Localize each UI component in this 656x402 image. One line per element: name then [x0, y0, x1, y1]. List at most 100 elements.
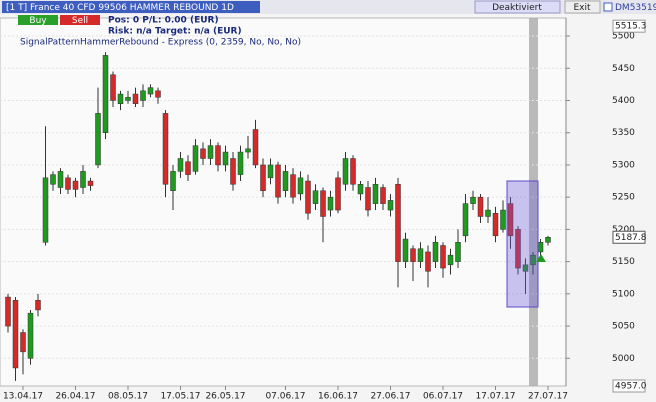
candle-body [380, 187, 386, 204]
x-tick-label: 26.05.17 [205, 392, 245, 402]
exit-label: Exit [573, 3, 591, 13]
x-tick-label: 06.07.17 [423, 392, 463, 402]
y-tick-label: 5450 [612, 64, 635, 74]
candle-body [27, 312, 34, 359]
candle-body [80, 171, 86, 188]
y-tick-label: 5500 [612, 32, 635, 42]
range-label-box [612, 379, 646, 393]
pattern-box [506, 180, 539, 308]
x-tick-label: 27.06.17 [370, 392, 410, 402]
candle-body [125, 97, 131, 101]
sell-label: Sell [72, 16, 88, 26]
x-tick-label: 17.05.17 [160, 392, 200, 402]
candle-body [372, 184, 379, 204]
x-tick-label: 08.05.17 [108, 392, 148, 402]
candle-body [530, 254, 536, 266]
candle-body [155, 90, 161, 98]
candle-body [455, 242, 461, 262]
exit-button[interactable] [564, 0, 601, 14]
candle-body [312, 190, 319, 204]
candle-body [95, 113, 101, 166]
candle-body [200, 148, 206, 159]
candle-body [147, 87, 154, 95]
candle-body [215, 145, 221, 166]
x-tick-label: 17.07.17 [475, 392, 515, 402]
candle-body [492, 213, 499, 237]
y-tick-label: 5100 [612, 289, 635, 299]
candle-body [42, 177, 49, 243]
account: DM535199 [615, 3, 656, 13]
buy-label: Buy [29, 16, 47, 26]
candle-body [500, 209, 506, 230]
candle-body [515, 229, 521, 269]
account-checkbox[interactable] [603, 2, 613, 12]
candle-body [440, 245, 446, 269]
candle-body [222, 151, 229, 166]
buy-button[interactable] [18, 15, 58, 25]
candle-body [65, 177, 71, 190]
candle-body [282, 171, 289, 191]
candle-body [522, 264, 529, 272]
candle-body [402, 238, 409, 262]
candle-body [470, 196, 476, 204]
x-tick-label: 13.04.17 [3, 392, 43, 402]
candle-body [170, 171, 176, 191]
candle-body [365, 187, 371, 211]
x-tick-label: 26.04.17 [55, 392, 95, 402]
range-label: 4957.0 [615, 382, 647, 392]
candle-body [425, 251, 431, 272]
candle-body [260, 164, 266, 191]
status-button-label: Deaktiviert [492, 3, 542, 13]
position: Pos: 0 P/L: 0.00 (EUR) [108, 16, 219, 26]
candle-body [417, 248, 424, 262]
candle-body [12, 300, 19, 369]
candle-body [357, 184, 364, 195]
last-price-box [612, 230, 646, 244]
signal-marker [536, 254, 546, 262]
signal-bar [529, 18, 538, 386]
candle-body [447, 254, 454, 266]
candle-body [432, 242, 439, 262]
candle-body [387, 200, 394, 211]
candle-body [297, 177, 304, 195]
y-tick-label: 5400 [612, 96, 635, 106]
candle-body [207, 145, 214, 159]
candle-body [335, 177, 341, 211]
candle-body [537, 242, 544, 253]
candle-body [237, 151, 244, 175]
candle-body [20, 332, 26, 353]
candle-body [35, 300, 41, 311]
candle-body [275, 164, 281, 198]
candle-body [102, 55, 109, 133]
candle-body [132, 93, 139, 104]
candle-body [185, 161, 191, 175]
sell-button[interactable] [60, 15, 100, 25]
candle-body [327, 196, 334, 211]
y-tick-label: 5200 [612, 225, 635, 235]
strategy: SignalPatternHammerRebound - Express (0,… [20, 38, 301, 48]
y-tick-label: 5250 [612, 193, 635, 203]
candle-body [267, 164, 274, 179]
candle-body [72, 180, 79, 190]
candle-body [5, 296, 11, 327]
candle-body [117, 93, 124, 104]
candle-body [395, 184, 401, 262]
candle-body [110, 74, 116, 101]
y-tick-label: 5050 [612, 322, 635, 332]
candle-body [57, 171, 64, 188]
candle-body [290, 174, 296, 198]
candle-body [477, 196, 484, 217]
window-title: [1 T] France 40 CFD 99506 HAMMER REBOUND… [6, 3, 234, 13]
candle-body [252, 129, 259, 166]
candle-body [162, 113, 169, 185]
candle-body [305, 180, 311, 214]
x-tick-label: 07.06.17 [265, 392, 305, 402]
status-button[interactable] [474, 0, 561, 14]
risk: Risk: n/a Target: n/a (EUR) [108, 27, 242, 37]
candle-body [320, 190, 326, 217]
candle-body [192, 145, 199, 172]
last-price-label: 5187.8 [615, 233, 647, 243]
y-tick-label: 5350 [612, 128, 635, 138]
candle-body [245, 148, 251, 153]
